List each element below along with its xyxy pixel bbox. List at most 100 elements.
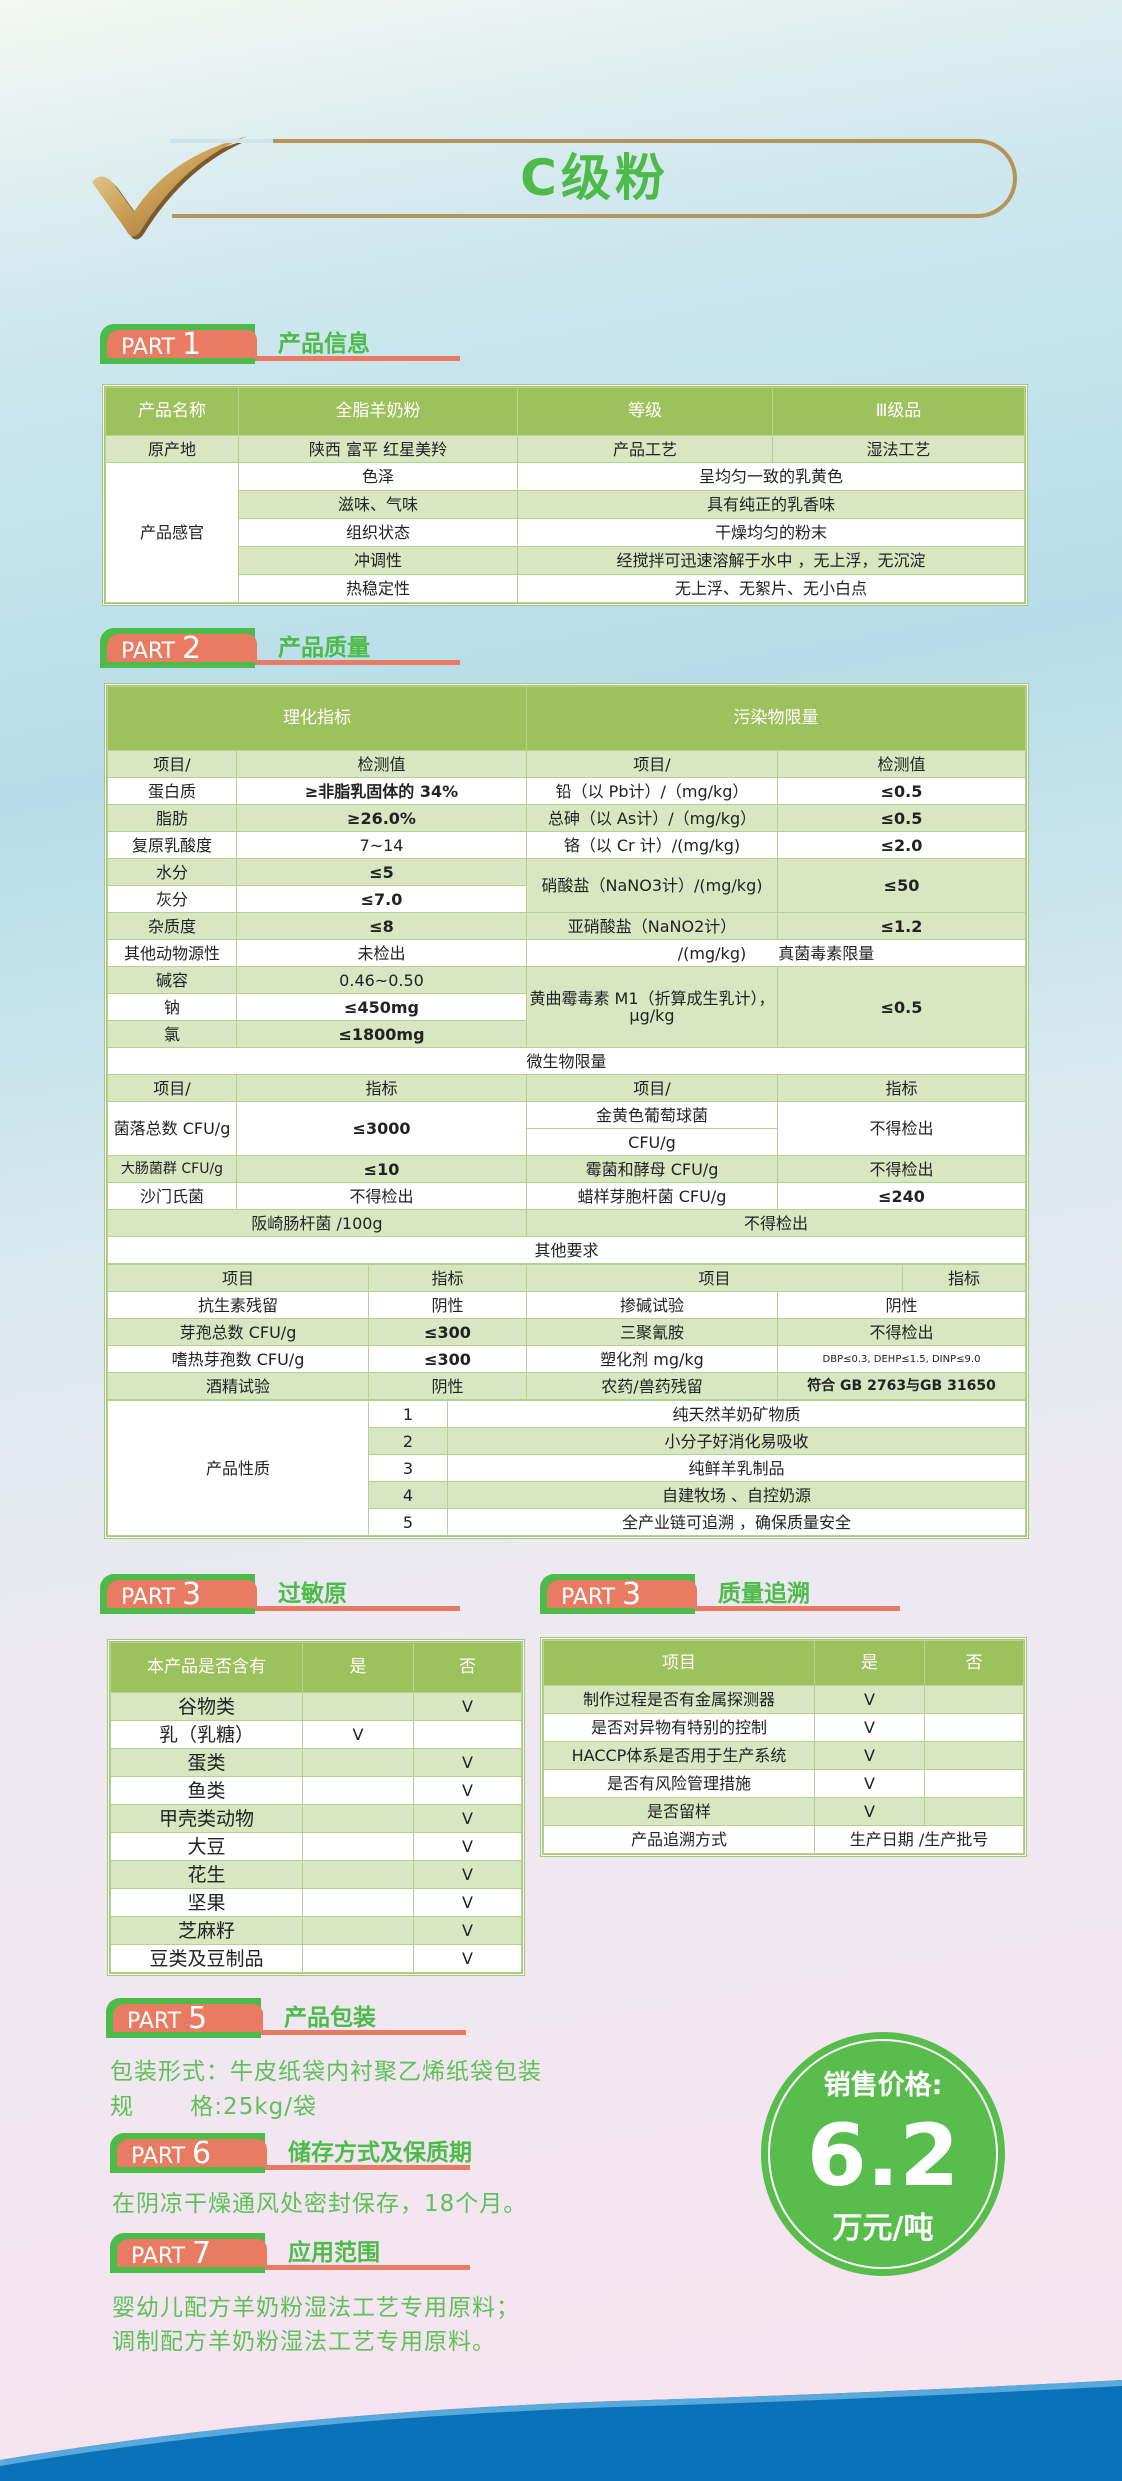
cell: V [302,1720,414,1749]
table-row: 热稳定性 无上浮、无絮片、无小白点 [105,574,1025,603]
cell: ≤1.2 [777,912,1026,940]
cell: 不得检出 [777,1101,1026,1156]
cell: 大肠菌群 CFU/g [107,1155,237,1183]
physchem-heading: 理化指标 [107,686,527,751]
cell: 否 [413,1642,522,1693]
cell: V [413,1804,522,1833]
cell: 原产地 [105,435,239,463]
cell: ≤8 [236,912,527,940]
quality-table: 理化指标 污染物限量 项目/检测值 项目/检测值 蛋白质 ≥非脂乳固体的 34% 铅（以… [104,683,1029,1539]
cell: 自建牧场 、自控奶源 [447,1481,1026,1509]
contaminant-heading: 污染物限量 [526,686,1026,751]
cell: 霉菌和酵母 CFU/g [526,1155,778,1183]
cell: 项目 [107,1264,369,1292]
cell: CFU/g [526,1128,778,1156]
cell: 坚果 [110,1888,303,1917]
cell: 经搅拌可迅速溶解于水中 ，无上浮，无沉淀 [517,546,1025,575]
cell: V [814,1769,925,1798]
list-item: 豆类及豆制品 V [110,1944,522,1973]
cell: 是否有风险管理措施 [543,1769,815,1798]
cell: ≥26.0% [236,804,527,832]
cell: V [413,1692,522,1721]
list-item: 制作过程是否有金属探测器 V [543,1685,1024,1714]
cell: ≤0.5 [777,804,1026,832]
list-item: 是否有风险管理措施 V [543,1769,1024,1798]
title-frame [170,139,1017,218]
list-item: 花生 V [110,1860,522,1889]
cell: 钠 [107,993,237,1021]
cell: 大豆 [110,1832,303,1861]
cell: 氯 [107,1020,237,1048]
storage-text: 在阴凉干燥通风处密封保存，18个月。 [112,2191,528,2217]
cell: 塑化剂 mg/kg [526,1345,778,1373]
cell: 亚硝酸盐（NaNO2计） [526,912,778,940]
cell: 水分 [107,858,237,886]
cell: 其他动物源性 [107,939,237,967]
cell [413,1720,522,1749]
table-row: 组织状态 干燥均匀的粉末 [105,518,1025,547]
list-item: HACCP体系是否用于生产系统 V [543,1741,1024,1770]
cell: 无上浮、无絮片、无小白点 [517,574,1025,603]
cell: 未检出 [236,939,527,967]
cell [302,1888,414,1917]
cell: V [814,1685,925,1714]
cell: 脂肪 [107,804,237,832]
cell: V [413,1832,522,1861]
list-item: 是否对异物有特别的控制 V [543,1713,1024,1742]
cell: 酒精试验 [107,1372,369,1400]
cell: 3 [368,1454,448,1482]
list-item: 产品追溯方式 生产日期 /生产批号 [543,1825,1024,1854]
cell: 指标 [902,1264,1026,1292]
cell: 杂质度 [107,912,237,940]
cell: 产品追溯方式 [543,1825,815,1854]
cell: 是 [302,1642,414,1693]
cell: 豆类及豆制品 [110,1944,303,1973]
cell: 纯鲜羊乳制品 [447,1454,1026,1482]
micro-heading: 微生物限量 [107,1047,1026,1075]
cell: ≤450mg [236,993,527,1021]
cell: ≤300 [368,1345,527,1373]
cell: Ⅲ级品 [772,387,1025,436]
cell: ≤1800mg [236,1020,527,1048]
cell: 是否对异物有特别的控制 [543,1713,815,1742]
cell: 指标 [236,1074,527,1102]
cell [302,1776,414,1805]
cell: 干燥均匀的粉末 [517,518,1025,547]
cell: 滋味、气味 [238,490,518,519]
cell: 具有纯正的乳香味 [517,490,1025,519]
table-row: 冲调性 经搅拌可迅速溶解于水中 ，无上浮，无沉淀 [105,546,1025,575]
cell: 甲壳类动物 [110,1804,303,1833]
cell: ≥非脂乳固体的 34% [236,777,527,805]
cell [302,1832,414,1861]
application-line-1: 婴幼儿配方羊奶粉湿法工艺专用原料； [112,2295,520,2321]
cell: 三聚氰胺 [526,1318,778,1346]
cell: 组织状态 [238,518,518,547]
cell: 阴性 [368,1291,527,1319]
cell [302,1748,414,1777]
mycotoxin-heading: /(mg/kg) 真菌毒素限量 [526,939,1026,967]
cell [302,1692,414,1721]
cell: 热稳定性 [238,574,518,603]
list-item: 大豆 V [110,1832,522,1861]
packaging-spec: 规 格:25kg/袋 [110,2094,317,2120]
list-item: 鱼类 V [110,1776,522,1805]
cell: 项目 [525,1264,904,1292]
cell: ≤50 [777,858,1026,913]
cell: 否 [924,1640,1024,1686]
cell: 产品性质 [107,1400,369,1536]
price-label: 销售价格: [823,2070,943,2101]
cell: ≤3000 [236,1101,527,1156]
cell: 指标 [368,1264,527,1292]
cell: 产品感官 [105,462,239,603]
cell: 1 [368,1400,448,1428]
cell: 项目/ [107,1074,237,1102]
cell: 黄曲霉毒素 M1（折算成生乳计），μg/kg [526,966,778,1048]
list-item: 谷物类 V [110,1692,522,1721]
cell: 花生 [110,1860,303,1889]
part3-trace-header: PART 3 质量追溯 [540,1574,920,1614]
cell: 冲调性 [238,546,518,575]
cell: 谷物类 [110,1692,303,1721]
packaging-form: 包装形式：牛皮纸袋内衬聚乙烯纸袋包装 [110,2059,542,2085]
list-item: 蛋类 V [110,1748,522,1777]
cell: 指标 [777,1074,1026,1102]
